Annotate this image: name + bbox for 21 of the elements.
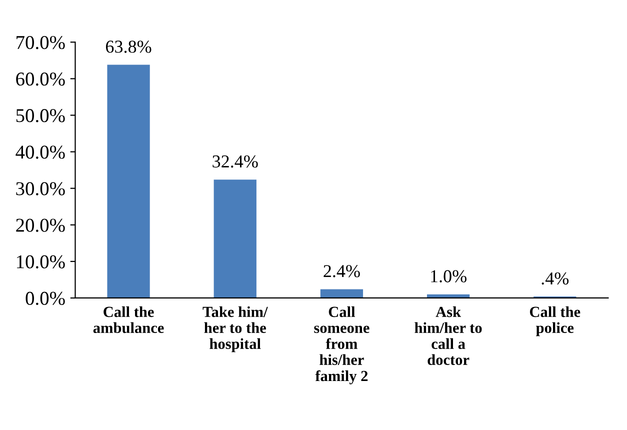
y-tick-label: 50.0% bbox=[16, 109, 65, 122]
data-label: .4% bbox=[542, 272, 569, 285]
data-label: 2.4% bbox=[324, 265, 360, 278]
x-tick-label: Take him/ her to the hospital bbox=[202, 306, 268, 352]
bar bbox=[107, 64, 150, 298]
y-tick-label: 10.0% bbox=[17, 255, 65, 268]
data-label: 1.0% bbox=[431, 270, 466, 282]
data-label: 32.4% bbox=[212, 155, 258, 168]
bar bbox=[214, 180, 256, 298]
x-tick-label: Ask him/her to call a doctor bbox=[414, 306, 482, 365]
y-tick-label: 0.0% bbox=[26, 292, 65, 306]
y-tick-label: 70.0% bbox=[16, 36, 65, 50]
bar bbox=[320, 289, 364, 298]
x-tick-label: Call someone from his/her family 2 bbox=[314, 306, 370, 384]
y-tick-label: 60.0% bbox=[16, 72, 65, 86]
y-tick-label: 20.0% bbox=[16, 218, 65, 232]
data-label: 63.8% bbox=[106, 40, 152, 53]
y-tick-label: 40.0% bbox=[16, 146, 65, 159]
y-tick-label: 30.0% bbox=[16, 182, 65, 196]
x-tick-label: Call the ambulance bbox=[93, 306, 164, 334]
x-tick-label: Call the police bbox=[530, 306, 580, 336]
